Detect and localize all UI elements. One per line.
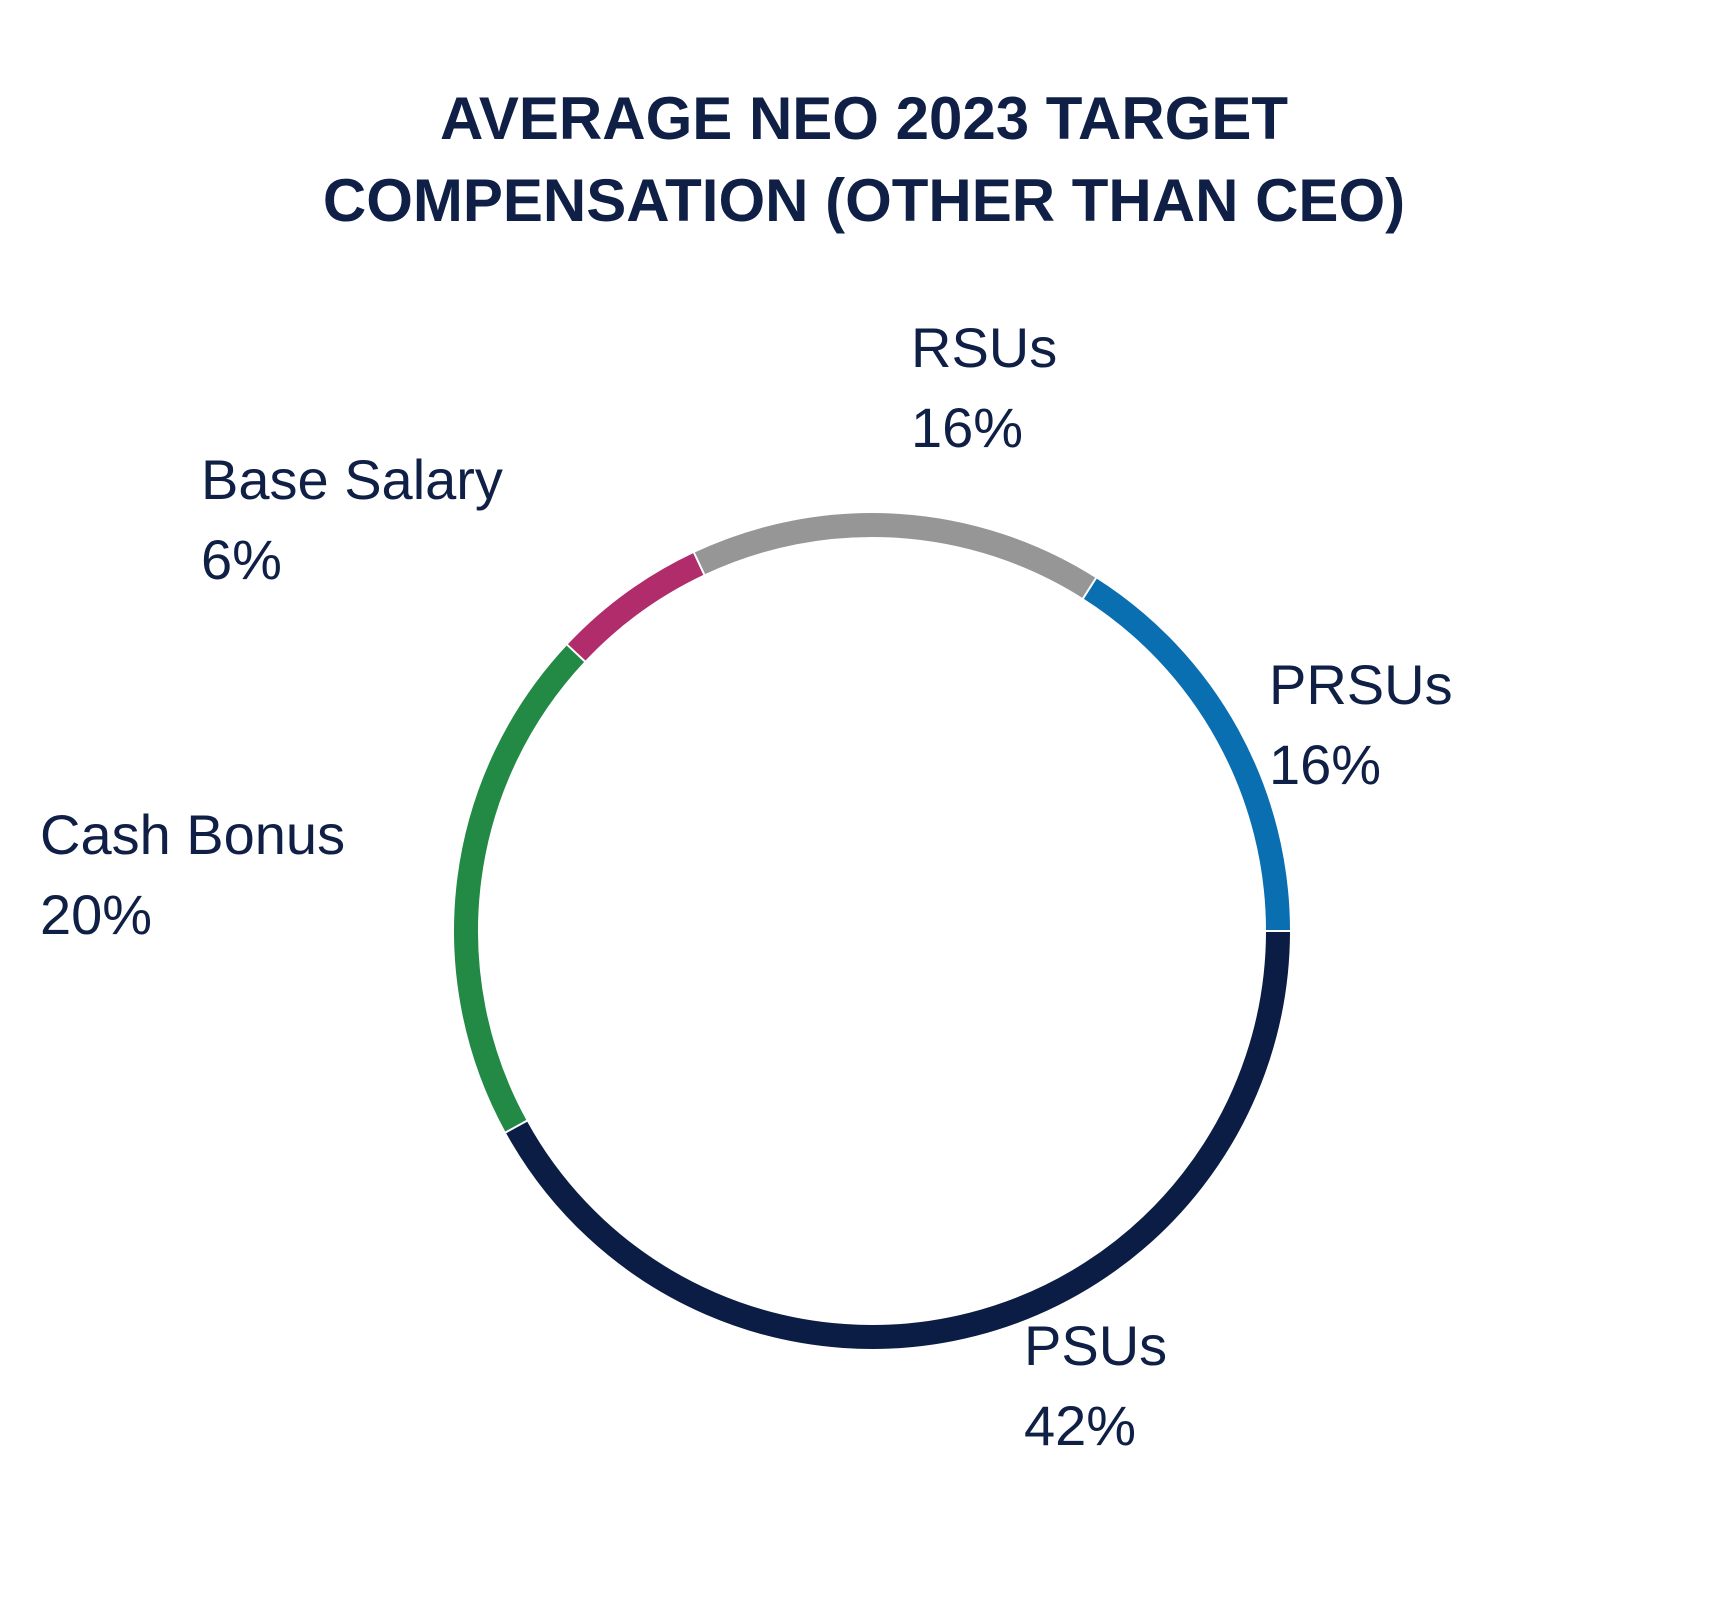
slice-label-rsus-name: RSUs — [911, 316, 1058, 379]
slice-label-psus-name: PSUs — [1024, 1314, 1168, 1377]
slice-separator — [1081, 576, 1098, 600]
donut-slice-rsus — [694, 513, 1096, 599]
slice-label-prsus: PRSUs 16% — [1269, 645, 1453, 805]
slice-label-prsus-value: 16% — [1269, 733, 1382, 796]
slice-label-prsus-name: PRSUs — [1269, 653, 1453, 716]
slice-label-cash-bonus-name: Cash Bonus — [40, 803, 346, 866]
slice-label-base-salary-name: Base Salary — [201, 448, 503, 511]
slice-label-psus: PSUs 42% — [1024, 1306, 1167, 1466]
donut-slice-prsus — [1083, 578, 1290, 932]
slice-label-rsus-value: 16% — [911, 396, 1024, 459]
slice-label-cash-bonus-value: 20% — [40, 883, 153, 946]
chart-title: AVERAGE NEO 2023 TARGET COMPENSATION (OT… — [0, 78, 1728, 242]
slice-separator — [565, 643, 587, 663]
donut-slice-cash-bonus — [454, 644, 585, 1133]
chart-title-line-2: COMPENSATION (OTHER THAN CEO) — [322, 167, 1406, 234]
slice-label-psus-value: 42% — [1024, 1394, 1137, 1457]
donut-slice-psus — [505, 930, 1290, 1349]
slice-label-rsus: RSUs 16% — [911, 308, 1057, 468]
slice-label-cash-bonus: Cash Bonus 20% — [40, 795, 345, 955]
slice-label-base-salary-value: 6% — [201, 528, 282, 591]
slice-separator — [692, 551, 706, 576]
slice-separator — [504, 1119, 529, 1134]
donut-slice-base-salary — [567, 552, 705, 662]
chart-title-line-1: AVERAGE NEO 2023 TARGET — [440, 85, 1288, 152]
slice-label-base-salary: Base Salary 6% — [201, 440, 503, 600]
